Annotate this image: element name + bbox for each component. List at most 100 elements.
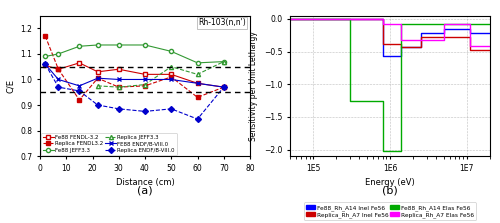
Fe88 FENDL-3.2 xyxy=(76,62,82,64)
Fe88 JEFF3.3 xyxy=(168,50,174,53)
Line: Replica_Rh_A7 Elas Fe56: Replica_Rh_A7 Elas Fe56 xyxy=(290,19,490,46)
Fe88 JEFF3.3 xyxy=(76,45,82,47)
Replica_Rh_A7 Inel Fe56 xyxy=(398,42,404,45)
Replica_Rh_A7 Elas Fe56 xyxy=(467,45,473,48)
Replica JEFF3.3 xyxy=(116,86,122,89)
Line: FE88 ENDF/B-VIII.0: FE88 ENDF/B-VIII.0 xyxy=(43,62,226,89)
Replica_Rh_A7 Inel Fe56 xyxy=(440,36,446,39)
Fe88_Rh_A14 Inel Fe56 xyxy=(287,18,293,20)
Replica FENDL3.2 xyxy=(168,76,174,78)
Fe88_Rh_A14 Elas Fe56 xyxy=(398,23,404,25)
Fe88_Rh_A14 Inel Fe56 xyxy=(418,46,424,48)
Fe88 JEFF3.3 xyxy=(142,44,148,46)
Replica ENDF/B-VIII.0 xyxy=(56,86,62,89)
Fe88 FENDL-3.2 xyxy=(221,86,227,89)
Text: (b): (b) xyxy=(382,185,398,195)
Line: Replica FENDL3.2: Replica FENDL3.2 xyxy=(43,34,226,102)
Replica FENDL3.2 xyxy=(56,68,62,71)
Replica FENDL3.2 xyxy=(76,99,82,101)
Replica_Rh_A7 Elas Fe56 xyxy=(287,18,293,20)
FE88 ENDF/B-VIII.0 xyxy=(168,78,174,81)
Replica ENDF/B-VIII.0 xyxy=(42,63,48,66)
Replica_Rh_A7 Inel Fe56 xyxy=(380,18,386,20)
FE88 ENDF/B-VIII.0 xyxy=(142,78,148,81)
Replica_Rh_A7 Inel Fe56 xyxy=(467,48,473,51)
Fe88_Rh_A14 Elas Fe56 xyxy=(287,18,293,20)
Fe88_Rh_A14 Inel Fe56 xyxy=(487,32,493,35)
Fe88 JEFF3.3 xyxy=(221,60,227,63)
Line: Fe88 JEFF3.3: Fe88 JEFF3.3 xyxy=(43,43,226,65)
FE88 ENDF/B-VIII.0 xyxy=(42,63,48,66)
Line: Replica_Rh_A7 Inel Fe56: Replica_Rh_A7 Inel Fe56 xyxy=(290,19,490,50)
Fe88 FENDL-3.2 xyxy=(95,70,101,73)
Replica JEFF3.3 xyxy=(95,85,101,87)
Fe88 FENDL-3.2 xyxy=(116,68,122,71)
Fe88 FENDL-3.2 xyxy=(142,73,148,76)
Line: Replica ENDF/B-VIII.0: Replica ENDF/B-VIII.0 xyxy=(43,62,226,121)
Replica ENDF/B-VIII.0 xyxy=(142,110,148,113)
Replica ENDF/B-VIII.0 xyxy=(194,118,200,120)
Y-axis label: C/E: C/E xyxy=(6,79,15,93)
Legend: Fe88_Rh_A14 Inel Fe56, Replica_Rh_A7 Inel Fe56, Fe88_Rh_A14 Elas Fe56, Replica_R: Fe88_Rh_A14 Inel Fe56, Replica_Rh_A7 Ine… xyxy=(304,202,476,220)
Legend: Fe88 FENDL-3.2, Replica FENDL3.2, Fe88 JEFF3.3, Replica JEFF3.3, FE88 ENDF/B-VII: Fe88 FENDL-3.2, Replica FENDL3.2, Fe88 J… xyxy=(40,133,177,155)
Fe88_Rh_A14 Inel Fe56 xyxy=(440,32,446,35)
Fe88_Rh_A14 Inel Fe56 xyxy=(398,55,404,58)
Fe88_Rh_A14 Inel Fe56 xyxy=(418,32,424,35)
FE88 ENDF/B-VIII.0 xyxy=(76,85,82,87)
Replica_Rh_A7 Elas Fe56 xyxy=(380,23,386,25)
FE88 ENDF/B-VIII.0 xyxy=(221,86,227,89)
X-axis label: Distance (cm): Distance (cm) xyxy=(116,178,174,187)
Replica_Rh_A7 Inel Fe56 xyxy=(487,48,493,51)
FE88 ENDF/B-VIII.0 xyxy=(95,77,101,80)
Replica_Rh_A7 Inel Fe56 xyxy=(418,46,424,48)
Replica JEFF3.3 xyxy=(221,60,227,63)
Replica_Rh_A7 Inel Fe56 xyxy=(418,36,424,39)
Replica_Rh_A7 Inel Fe56 xyxy=(467,36,473,39)
Fe88_Rh_A14 Elas Fe56 xyxy=(487,23,493,25)
Replica ENDF/B-VIII.0 xyxy=(76,90,82,92)
Line: Fe88_Rh_A14 Inel Fe56: Fe88_Rh_A14 Inel Fe56 xyxy=(290,19,490,56)
Fe88_Rh_A14 Elas Fe56 xyxy=(347,18,353,20)
Replica_Rh_A7 Elas Fe56 xyxy=(440,38,446,41)
Line: Fe88 FENDL-3.2: Fe88 FENDL-3.2 xyxy=(43,61,226,89)
Line: Fe88_Rh_A14 Elas Fe56: Fe88_Rh_A14 Elas Fe56 xyxy=(290,19,490,151)
FE88 ENDF/B-VIII.0 xyxy=(56,78,62,81)
Replica ENDF/B-VIII.0 xyxy=(168,107,174,110)
FE88 ENDF/B-VIII.0 xyxy=(194,82,200,85)
Fe88 JEFF3.3 xyxy=(42,55,48,58)
Text: Rh-103(n,n'): Rh-103(n,n') xyxy=(198,19,246,27)
Text: (a): (a) xyxy=(137,185,153,195)
Fe88 JEFF3.3 xyxy=(56,53,62,55)
Fe88_Rh_A14 Elas Fe56 xyxy=(380,150,386,152)
Replica_Rh_A7 Inel Fe56 xyxy=(287,18,293,20)
Replica ENDF/B-VIII.0 xyxy=(95,104,101,106)
Replica_Rh_A7 Elas Fe56 xyxy=(380,18,386,20)
Fe88 FENDL-3.2 xyxy=(194,82,200,85)
Replica_Rh_A7 Inel Fe56 xyxy=(398,46,404,48)
Replica JEFF3.3 xyxy=(168,65,174,68)
Replica FENDL3.2 xyxy=(194,96,200,99)
Replica JEFF3.3 xyxy=(142,83,148,86)
Replica_Rh_A7 Elas Fe56 xyxy=(398,38,404,41)
Replica FENDL3.2 xyxy=(142,85,148,87)
Replica_Rh_A7 Elas Fe56 xyxy=(398,23,404,25)
Fe88_Rh_A14 Inel Fe56 xyxy=(467,27,473,30)
Y-axis label: Sensitivity per Unit Lethargy: Sensitivity per Unit Lethargy xyxy=(250,31,258,141)
Fe88_Rh_A14 Inel Fe56 xyxy=(380,55,386,58)
Fe88 JEFF3.3 xyxy=(194,62,200,64)
Replica_Rh_A7 Elas Fe56 xyxy=(487,45,493,48)
Replica ENDF/B-VIII.0 xyxy=(221,86,227,89)
Replica_Rh_A7 Inel Fe56 xyxy=(440,36,446,39)
Fe88_Rh_A14 Inel Fe56 xyxy=(380,18,386,20)
X-axis label: Energy (eV): Energy (eV) xyxy=(365,178,415,187)
Replica JEFF3.3 xyxy=(194,73,200,76)
Fe88 JEFF3.3 xyxy=(116,44,122,46)
Fe88_Rh_A14 Inel Fe56 xyxy=(398,46,404,48)
Replica_Rh_A7 Elas Fe56 xyxy=(467,23,473,25)
Replica_Rh_A7 Elas Fe56 xyxy=(440,23,446,25)
Fe88_Rh_A14 Elas Fe56 xyxy=(398,150,404,152)
Replica FENDL3.2 xyxy=(42,35,48,37)
Replica FENDL3.2 xyxy=(116,86,122,89)
Fe88_Rh_A14 Elas Fe56 xyxy=(347,99,353,102)
Fe88 FENDL-3.2 xyxy=(168,73,174,76)
